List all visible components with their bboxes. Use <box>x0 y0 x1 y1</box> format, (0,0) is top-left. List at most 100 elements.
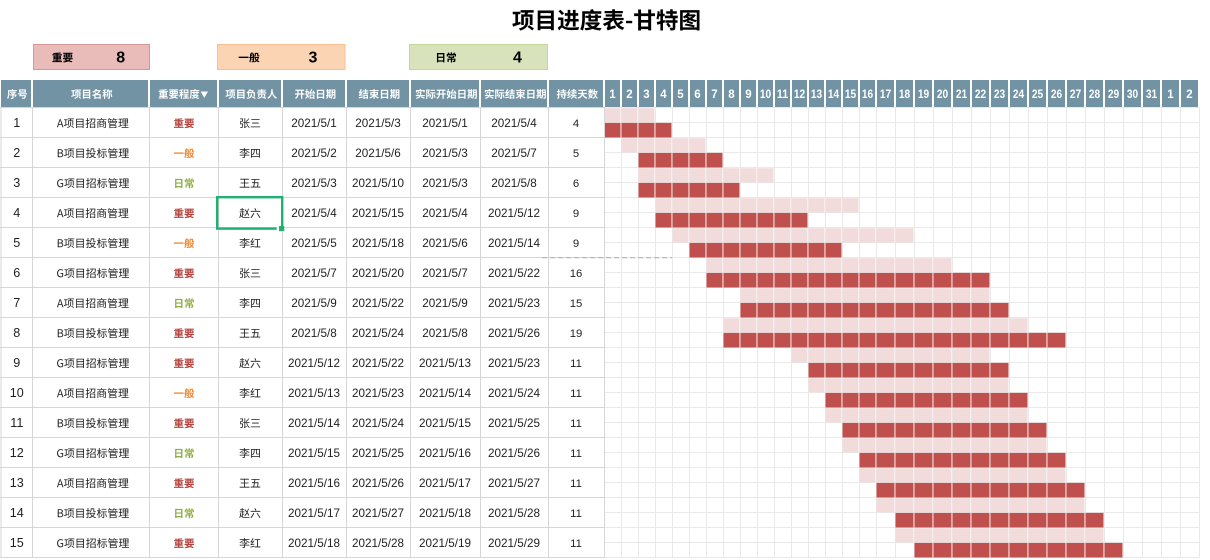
svg-text:5: 5 <box>13 236 20 250</box>
svg-text:2021/5/29: 2021/5/29 <box>488 537 540 550</box>
svg-text:2021/5/16: 2021/5/16 <box>419 447 471 460</box>
svg-text:2021/5/26: 2021/5/26 <box>488 447 540 460</box>
svg-text:2021/5/8: 2021/5/8 <box>422 327 468 340</box>
svg-text:2021/5/16: 2021/5/16 <box>288 477 340 490</box>
svg-text:2021/5/20: 2021/5/20 <box>352 267 404 280</box>
svg-text:15: 15 <box>570 298 583 310</box>
svg-text:2021/5/9: 2021/5/9 <box>422 297 468 310</box>
svg-text:3: 3 <box>643 89 649 101</box>
svg-text:11: 11 <box>570 478 582 490</box>
svg-text:2021/5/8: 2021/5/8 <box>491 177 537 190</box>
svg-text:2021/5/4: 2021/5/4 <box>422 207 468 220</box>
svg-text:27: 27 <box>1070 89 1081 101</box>
svg-text:4: 4 <box>13 206 20 220</box>
svg-text:13: 13 <box>811 89 822 101</box>
svg-text:1: 1 <box>13 116 20 130</box>
svg-text:2021/5/15: 2021/5/15 <box>419 417 471 430</box>
svg-text:2021/5/28: 2021/5/28 <box>352 537 404 550</box>
svg-text:2021/5/5: 2021/5/5 <box>291 237 337 250</box>
svg-text:29: 29 <box>1108 89 1119 101</box>
svg-text:10: 10 <box>760 89 771 101</box>
svg-text:9: 9 <box>745 89 751 101</box>
svg-text:20: 20 <box>937 89 948 101</box>
svg-text:15: 15 <box>10 536 24 550</box>
svg-text:2021/5/7: 2021/5/7 <box>491 147 537 160</box>
svg-text:8: 8 <box>116 49 125 66</box>
svg-text:2021/5/8: 2021/5/8 <box>291 327 337 340</box>
svg-text:6: 6 <box>13 266 20 280</box>
svg-text:2021/5/24: 2021/5/24 <box>352 327 404 340</box>
svg-text:2: 2 <box>1186 89 1192 101</box>
svg-text:2021/5/22: 2021/5/22 <box>352 297 404 310</box>
svg-text:2021/5/26: 2021/5/26 <box>352 477 404 490</box>
svg-text:5: 5 <box>573 148 579 160</box>
svg-text:2021/5/22: 2021/5/22 <box>352 357 404 370</box>
svg-text:11: 11 <box>570 418 582 430</box>
svg-text:2021/5/18: 2021/5/18 <box>419 507 471 520</box>
svg-text:2021/5/27: 2021/5/27 <box>488 477 540 490</box>
svg-text:14: 14 <box>828 89 840 101</box>
svg-text:11: 11 <box>570 358 582 370</box>
svg-text:2021/5/27: 2021/5/27 <box>352 507 404 520</box>
svg-text:19: 19 <box>918 89 929 101</box>
svg-text:2021/5/14: 2021/5/14 <box>288 417 340 430</box>
svg-text:2021/5/6: 2021/5/6 <box>355 147 401 160</box>
svg-text:3: 3 <box>309 49 318 66</box>
svg-text:13: 13 <box>10 476 24 490</box>
svg-text:2021/5/19: 2021/5/19 <box>419 537 471 550</box>
svg-text:11: 11 <box>570 508 582 520</box>
svg-text:2021/5/7: 2021/5/7 <box>291 267 337 280</box>
svg-text:1: 1 <box>1167 89 1174 101</box>
svg-text:2021/5/26: 2021/5/26 <box>488 327 540 340</box>
svg-text:2021/5/12: 2021/5/12 <box>288 357 340 370</box>
svg-text:2021/5/14: 2021/5/14 <box>419 387 471 400</box>
svg-text:16: 16 <box>570 268 583 280</box>
svg-text:2021/5/6: 2021/5/6 <box>422 237 468 250</box>
svg-text:6: 6 <box>694 89 700 101</box>
svg-text:4: 4 <box>660 89 667 101</box>
svg-text:6: 6 <box>573 178 579 190</box>
svg-text:16: 16 <box>862 89 873 101</box>
svg-text:2: 2 <box>626 89 632 101</box>
svg-text:2021/5/24: 2021/5/24 <box>488 387 540 400</box>
svg-text:8: 8 <box>13 326 20 340</box>
svg-text:2021/5/7: 2021/5/7 <box>422 267 468 280</box>
svg-text:2021/5/1: 2021/5/1 <box>291 117 337 130</box>
svg-text:2021/5/4: 2021/5/4 <box>291 207 337 220</box>
svg-text:2021/5/15: 2021/5/15 <box>352 207 404 220</box>
svg-text:12: 12 <box>10 446 24 460</box>
svg-text:15: 15 <box>845 89 857 101</box>
svg-text:11: 11 <box>10 416 23 430</box>
svg-text:2021/5/23: 2021/5/23 <box>488 297 540 310</box>
svg-text:23: 23 <box>994 89 1005 101</box>
svg-text:11: 11 <box>570 448 582 460</box>
svg-text:4: 4 <box>573 118 579 130</box>
svg-text:17: 17 <box>880 89 891 101</box>
svg-text:30: 30 <box>1127 89 1138 101</box>
svg-text:2021/5/24: 2021/5/24 <box>352 417 404 430</box>
svg-text:28: 28 <box>1089 89 1101 101</box>
svg-text:2021/5/23: 2021/5/23 <box>352 387 404 400</box>
svg-text:2021/5/9: 2021/5/9 <box>291 297 337 310</box>
svg-text:25: 25 <box>1032 89 1044 101</box>
svg-text:2021/5/13: 2021/5/13 <box>288 387 340 400</box>
svg-text:3: 3 <box>13 176 20 190</box>
svg-text:2021/5/1: 2021/5/1 <box>422 117 468 130</box>
svg-text:5: 5 <box>677 89 684 101</box>
svg-text:4: 4 <box>513 49 522 66</box>
svg-text:2021/5/28: 2021/5/28 <box>488 507 540 520</box>
svg-text:2021/5/3: 2021/5/3 <box>422 147 468 160</box>
svg-text:2021/5/3: 2021/5/3 <box>422 177 468 190</box>
svg-text:9: 9 <box>573 238 579 250</box>
svg-text:24: 24 <box>1013 89 1025 101</box>
svg-text:8: 8 <box>728 89 735 101</box>
svg-text:2021/5/23: 2021/5/23 <box>488 357 540 370</box>
svg-text:7: 7 <box>711 89 717 101</box>
svg-text:2021/5/2: 2021/5/2 <box>291 147 337 160</box>
svg-text:14: 14 <box>10 506 24 520</box>
svg-text:2021/5/22: 2021/5/22 <box>488 267 540 280</box>
svg-text:2021/5/10: 2021/5/10 <box>352 177 404 190</box>
svg-text:11: 11 <box>570 388 582 400</box>
svg-text:2021/5/25: 2021/5/25 <box>488 417 540 430</box>
svg-text:2021/5/3: 2021/5/3 <box>291 177 337 190</box>
